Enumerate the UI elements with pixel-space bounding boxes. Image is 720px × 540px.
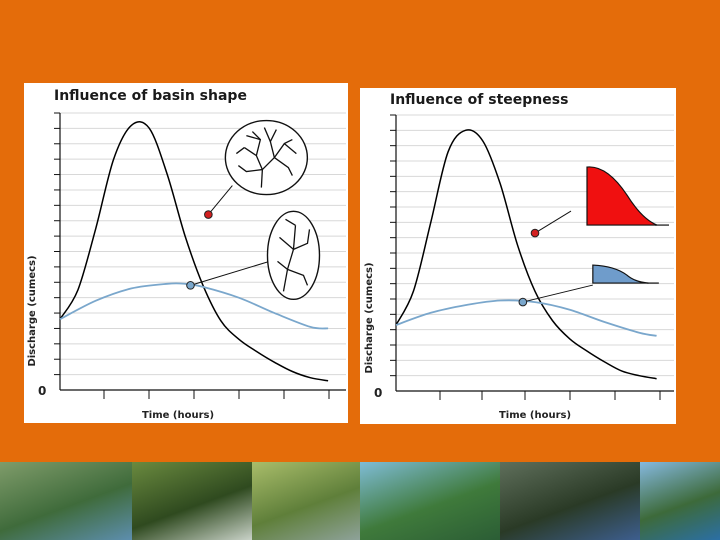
origin-label: 0	[374, 386, 382, 400]
circular-basin-drainage-inset	[207, 119, 309, 215]
wetland-river-photo	[252, 462, 360, 540]
aerial-river-photo	[360, 462, 500, 540]
steep-profile-inset	[534, 166, 669, 234]
y-axis-label: Discharge (cumecs)	[27, 255, 38, 366]
forest-stream-photo	[132, 462, 252, 540]
landscape-photo-strip	[0, 462, 720, 540]
y-axis-label: Discharge (cumecs)	[364, 262, 375, 373]
curve-marker-point	[204, 210, 213, 219]
origin-label: 0	[38, 384, 46, 398]
hydrograph-curve-main	[59, 121, 329, 382]
hydrograph-curve-main	[395, 129, 657, 380]
chart-title: Influence of steepness	[390, 92, 568, 108]
basin-shape-chart-panel: Influence of basin shape Time (hours) Di…	[24, 83, 348, 423]
curve-marker-point	[530, 228, 540, 238]
blue-river-photo	[640, 462, 720, 540]
elongated-basin-drainage-inset	[190, 210, 321, 301]
x-axis-label: Time (hours)	[142, 410, 214, 421]
meander-photo	[0, 462, 132, 540]
chart-title: Influence of basin shape	[54, 88, 247, 104]
basin-shape-chart: Influence of basin shape Time (hours) Di…	[27, 88, 346, 421]
hydrograph-curve-subdued	[395, 299, 657, 337]
steepness-chart-panel: Influence of steepness Time (hours) Disc…	[360, 88, 676, 424]
gentle-profile-inset	[522, 264, 659, 303]
curve-marker-point	[518, 297, 528, 307]
x-axis-label: Time (hours)	[499, 410, 571, 421]
steepness-chart: Influence of steepness Time (hours) Disc…	[364, 92, 674, 421]
curve-marker-point	[186, 281, 195, 290]
dark-river-photo	[500, 462, 640, 540]
